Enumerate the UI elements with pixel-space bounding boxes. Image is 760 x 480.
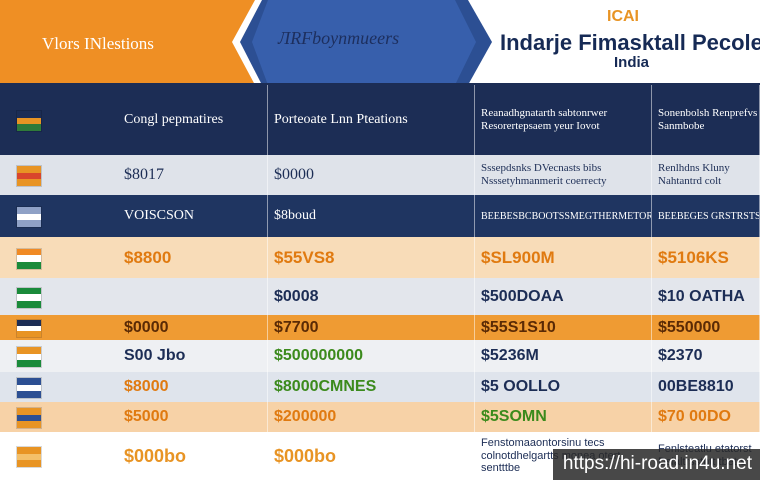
row-flag	[16, 446, 42, 468]
table-row: $0000 $7700 $55S1S10 $550000	[0, 315, 760, 340]
table-cell: $SL900M	[475, 237, 652, 278]
table-cell: $55S1S10	[475, 315, 652, 340]
table-cell: Porteoate Lnn Pteations	[268, 85, 475, 155]
table-cell: $5 OOLLO	[475, 372, 652, 402]
watermark: https://hi-road.in4u.net	[552, 449, 760, 480]
header-blue-inner	[252, 0, 476, 85]
flag-stripe	[17, 117, 41, 125]
flag-stripe	[17, 172, 41, 180]
table-cell: $0008	[268, 278, 475, 315]
table-row: $0008 $500DOAA $10 OATHA	[0, 278, 760, 315]
flag-stripe	[17, 414, 41, 422]
flag-stripe	[17, 179, 41, 187]
flag-stripe	[17, 378, 41, 385]
flag-stripe	[17, 408, 41, 415]
table-cell: $2370	[652, 340, 760, 372]
flag-stripe	[17, 124, 41, 132]
row-flag	[16, 407, 42, 429]
table-cell: $550000	[652, 315, 760, 340]
table-cell: $200000	[268, 402, 475, 432]
table-cell: S00 Jbo	[118, 340, 268, 372]
flag-stripe	[17, 353, 41, 361]
table-cell: $0000	[268, 155, 475, 195]
table-row: $8800 $55VS8 $SL900M $5106KS	[0, 237, 760, 278]
flag-stripe	[17, 384, 41, 392]
flag-stripe	[17, 207, 41, 214]
table-cell: $500DOAA	[475, 278, 652, 315]
flag-stripe	[17, 320, 41, 326]
flag-stripe	[17, 447, 41, 454]
flag-stripe	[17, 255, 41, 262]
table-cell: $5000	[118, 402, 268, 432]
row-flag	[16, 346, 42, 368]
flag-stripe	[17, 287, 41, 295]
flag-stripe	[17, 360, 41, 368]
row-flag	[16, 286, 42, 309]
flag-stripe	[17, 300, 41, 308]
table-row: VOISCSON $8boud BEEBESBCBOOTSSMEGTHERMETOR…	[0, 195, 760, 237]
row-flag	[16, 110, 42, 132]
table-cell: $7700	[268, 315, 475, 340]
table-cell: $10 OATHA	[652, 278, 760, 315]
flag-stripe	[17, 248, 41, 256]
header-middle-title: ЛRFboynmueers	[278, 28, 400, 48]
table-cell: $0000	[118, 315, 268, 340]
table-cell: $8000	[118, 372, 268, 402]
header-right-title: Indarje Fimasktall Pecole	[500, 30, 760, 55]
table-row: S00 Jbo $500000000 $5236M $2370	[0, 340, 760, 372]
table-cell: $500000000	[268, 340, 475, 372]
row-flag	[16, 206, 42, 228]
flag-stripe	[17, 220, 41, 228]
header-shapes	[0, 0, 760, 85]
table-cell: Sssepdsnks DVecnasts bibs Nsssetyhmanmer…	[475, 155, 652, 195]
table-cell: Reanadhgnatarth sabtonrwer Resorertepsae…	[475, 85, 652, 155]
table-cell: 00BE8810	[652, 372, 760, 402]
table-cell: $70 00DO	[652, 402, 760, 432]
table: Congl pepmatires Porteoate Lnn Pteations R…	[0, 85, 760, 480]
flag-stripe	[17, 460, 41, 468]
table-cell: $5236M	[475, 340, 652, 372]
row-flag	[16, 319, 42, 338]
flag-stripe	[17, 166, 41, 173]
row-flag	[16, 165, 42, 187]
flag-stripe	[17, 347, 41, 354]
table-cell: Sonenbolsh Renprefvs Sanmbobe	[652, 85, 760, 155]
header-left-title: Vlors INlestions	[42, 34, 154, 53]
table-cell: $8017	[118, 155, 268, 195]
header-orange	[0, 0, 255, 85]
table-cell: VOISCSON	[118, 195, 268, 237]
table-row: $8017 $0000 Sssepdsnks DVecnasts bibs Nsss…	[0, 155, 760, 195]
table-cell	[118, 278, 268, 315]
flag-stripe	[17, 331, 41, 338]
flag-stripe	[17, 421, 41, 429]
table-row: Congl pepmatires Porteoate Lnn Pteations R…	[0, 85, 760, 155]
table-cell: $000bo	[268, 432, 475, 480]
flag-stripe	[17, 453, 41, 461]
table-row: $5000 $200000 $5SOMN $70 00DO	[0, 402, 760, 432]
table-row: $8000 $8000CMNES $5 OOLLO 00BE8810	[0, 372, 760, 402]
flag-stripe	[17, 294, 41, 301]
table-cell: $55VS8	[268, 237, 475, 278]
flag-stripe	[17, 261, 41, 269]
table-cell: BEEBEGES GRSTRSTSS	[652, 195, 760, 237]
flag-stripe	[17, 391, 41, 399]
table-cell: Renlhdns Kluny Nahtantrd colt	[652, 155, 760, 195]
table-cell: BEEBESBCBOOTSSMEGTHERMETOR	[475, 195, 652, 237]
flag-stripe	[17, 213, 41, 221]
flag-stripe	[17, 325, 41, 332]
table-cell: Congl pepmatires	[118, 85, 268, 155]
row-flag	[16, 247, 42, 270]
table-cell: $8000CMNES	[268, 372, 475, 402]
table-cell: $5106KS	[652, 237, 760, 278]
header-badge: ICAI	[607, 8, 639, 25]
header-banner: Vlors INlestions ЛRFboynmueers ICAI Inda…	[0, 0, 760, 85]
table-cell: $000bo	[118, 432, 268, 480]
row-flag	[16, 377, 42, 399]
table-cell: $8boud	[268, 195, 475, 237]
flag-stripe	[17, 111, 41, 118]
table-cell: $8800	[118, 237, 268, 278]
table-cell: $5SOMN	[475, 402, 652, 432]
header-right-subtitle: India	[614, 54, 650, 71]
